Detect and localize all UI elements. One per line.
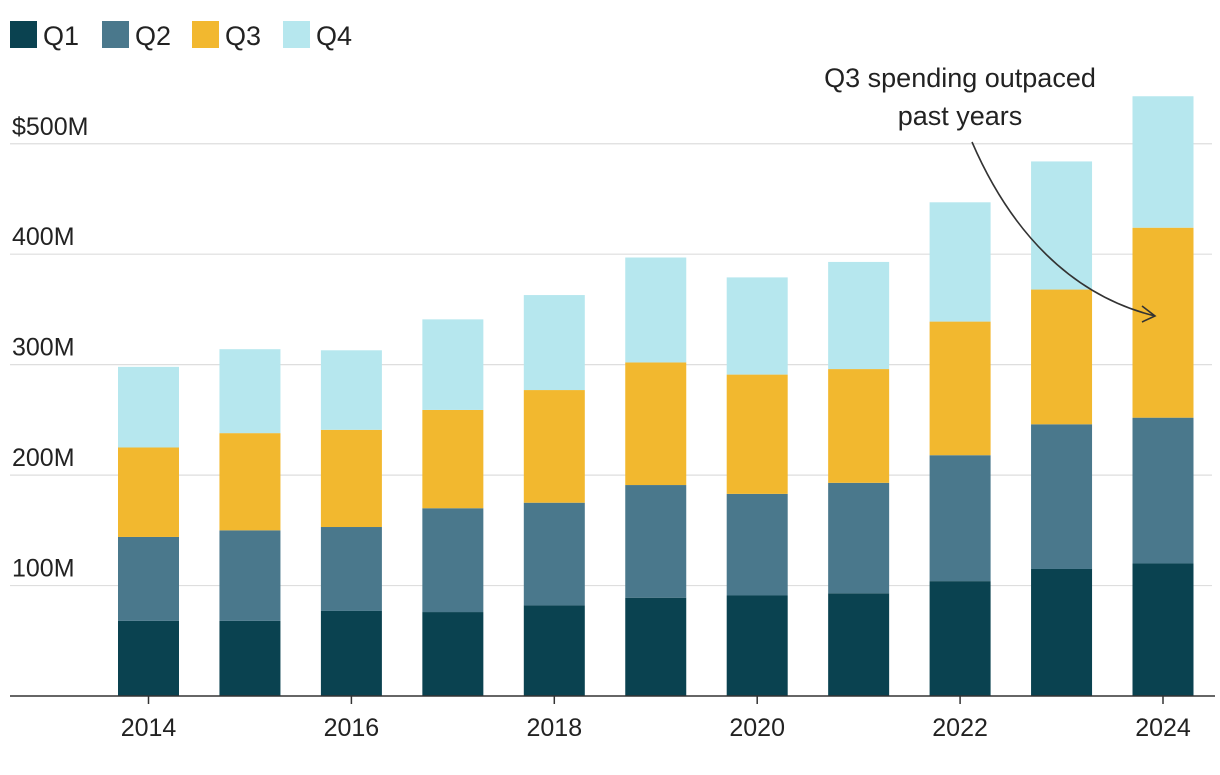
bar-2016-q4 xyxy=(320,350,382,430)
bar-2021-q4 xyxy=(828,261,890,370)
bar-2023-q3 xyxy=(1031,289,1093,425)
bar-2021-q1 xyxy=(828,593,890,696)
bar-2017-q2 xyxy=(422,508,484,613)
bar-2020-q2 xyxy=(726,493,788,596)
bar-2015-q4 xyxy=(219,349,281,434)
bar-stack-2019 xyxy=(625,257,687,696)
bar-2024-q1 xyxy=(1132,563,1194,696)
bar-2014-q1 xyxy=(118,620,179,696)
bar-stack-2017 xyxy=(422,319,484,696)
bar-stack-2022 xyxy=(929,202,991,696)
bar-2019-q2 xyxy=(625,485,687,598)
bar-2023-q1 xyxy=(1031,568,1093,696)
bar-2024-q4 xyxy=(1132,96,1194,228)
annotation-line-2: past years xyxy=(898,101,1023,131)
legend: Q1 Q2 Q3 Q4 xyxy=(10,21,352,51)
bar-2022-q3 xyxy=(929,321,991,456)
bar-stack-2016 xyxy=(320,350,382,696)
bar-2014-q3 xyxy=(118,447,179,537)
x-tick-label-2022: 2022 xyxy=(932,714,988,742)
x-tick-label-2016: 2016 xyxy=(324,714,380,742)
bar-2022-q4 xyxy=(929,202,991,322)
gridlines xyxy=(10,143,1212,587)
x-tick-label-2024: 2024 xyxy=(1135,714,1191,742)
legend-swatch-q4 xyxy=(283,21,310,48)
bar-2022-q2 xyxy=(929,455,991,582)
y-axis-ticks: 100M 200M 300M 400M $500M xyxy=(12,113,88,583)
bar-2016-q2 xyxy=(320,527,382,611)
annotation-arrow xyxy=(971,141,1156,317)
bar-2015-q3 xyxy=(219,433,281,531)
bar-2018-q1 xyxy=(523,605,585,696)
bar-2021-q2 xyxy=(828,482,890,594)
legend-label-q1: Q1 xyxy=(43,21,79,51)
bar-2016-q3 xyxy=(320,429,382,528)
y-tick-label-200: 200M xyxy=(12,444,75,472)
bar-2016-q1 xyxy=(320,610,382,696)
bar-2018-q3 xyxy=(523,390,585,503)
bar-stack-2020 xyxy=(726,277,788,696)
bar-2014-q2 xyxy=(118,536,179,621)
bar-2015-q1 xyxy=(219,620,281,696)
bar-2024-q2 xyxy=(1132,417,1194,564)
bar-2017-q3 xyxy=(422,409,484,509)
bar-stack-2023 xyxy=(1031,161,1093,696)
legend-swatch-q3 xyxy=(192,21,219,48)
x-tick-label-2018: 2018 xyxy=(526,714,582,742)
bar-2019-q4 xyxy=(625,257,687,363)
bar-2020-q3 xyxy=(726,374,788,494)
annotation-line-1: Q3 spending outpaced xyxy=(824,63,1096,93)
annotation-arrowhead xyxy=(1141,305,1157,323)
bar-2023-q4 xyxy=(1031,161,1093,290)
bar-2017-q4 xyxy=(422,319,484,410)
legend-swatch-q1 xyxy=(10,21,37,48)
bar-2014-q4 xyxy=(118,366,179,448)
y-tick-label-400: 400M xyxy=(12,223,75,251)
bar-2018-q2 xyxy=(523,502,585,606)
bar-stack-2024 xyxy=(1132,96,1194,696)
legend-swatch-q2 xyxy=(102,21,129,48)
annotation: Q3 spending outpaced past years xyxy=(824,63,1157,323)
x-tick-label-2020: 2020 xyxy=(729,714,785,742)
bar-stack-2015 xyxy=(219,349,281,696)
legend-label-q3: Q3 xyxy=(225,21,261,51)
bar-2024-q3 xyxy=(1132,227,1194,418)
bar-2019-q3 xyxy=(625,362,687,486)
bar-2020-q1 xyxy=(726,595,788,696)
bar-2018-q4 xyxy=(523,295,585,391)
y-tick-label-500: $500M xyxy=(12,113,88,141)
bar-stack-2021 xyxy=(828,261,890,696)
bar-stack-2014 xyxy=(118,366,179,696)
x-tick-label-2014: 2014 xyxy=(121,714,177,742)
x-axis-ticks: 2014 2016 2018 2020 2022 2024 xyxy=(121,696,1191,742)
bar-2019-q1 xyxy=(625,597,687,696)
bar-2015-q2 xyxy=(219,530,281,621)
bar-2021-q3 xyxy=(828,369,890,483)
bars xyxy=(118,96,1194,696)
legend-label-q2: Q2 xyxy=(135,21,171,51)
bar-stack-2018 xyxy=(523,295,585,696)
bar-2020-q4 xyxy=(726,277,788,375)
bar-2017-q1 xyxy=(422,612,484,696)
legend-label-q4: Q4 xyxy=(316,21,352,51)
y-tick-label-300: 300M xyxy=(12,334,75,362)
y-tick-label-100: 100M xyxy=(12,555,75,583)
bar-2022-q1 xyxy=(929,581,991,696)
bar-2023-q2 xyxy=(1031,424,1093,569)
